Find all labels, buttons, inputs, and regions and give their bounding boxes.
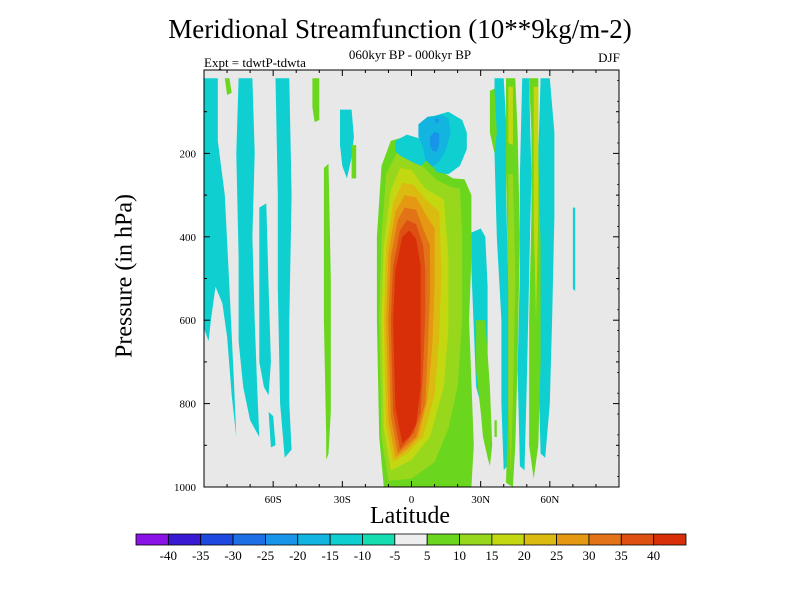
colorbar-label: 5 bbox=[424, 548, 431, 563]
contour-band-12 bbox=[275, 78, 292, 458]
contour-band-25 bbox=[312, 78, 320, 123]
contour-band-8 bbox=[204, 78, 237, 438]
colorbar-swatch bbox=[362, 533, 396, 546]
contour-band-33 bbox=[508, 174, 516, 475]
contour-band-28 bbox=[476, 320, 493, 467]
plot-area bbox=[204, 70, 619, 488]
colorbar-swatch bbox=[653, 533, 687, 546]
contour-band-10 bbox=[259, 203, 271, 396]
axes: 200 400 600 800 1000 60S 30S 0 30N 60N bbox=[174, 69, 620, 506]
colorbar-swatch bbox=[426, 533, 460, 546]
chart-subtitle: 060kyr BP - 000kyr BP bbox=[348, 47, 472, 62]
y-tick-label: 1000 bbox=[174, 482, 197, 494]
contour-band-7 bbox=[393, 230, 421, 444]
colorbar-swatch bbox=[167, 533, 202, 546]
contour-band-13 bbox=[340, 109, 354, 179]
colorbar-swatch bbox=[200, 533, 234, 546]
contour-band-34 bbox=[508, 86, 513, 146]
colorbar-label: 20 bbox=[518, 548, 531, 563]
x-axis-label: Latitude bbox=[370, 503, 450, 529]
contour-band-11 bbox=[268, 411, 276, 448]
colorbar: -40 -35 -30 -25 -20 -15 -10 -5 5 10 15 20 25 30 35 40 bbox=[135, 533, 687, 563]
contour-band-27 bbox=[351, 145, 357, 179]
colorbar-label: 25 bbox=[550, 548, 563, 563]
colorbar-swatch bbox=[394, 533, 428, 546]
colorbar-label: -5 bbox=[389, 548, 400, 563]
colorbar-swatch bbox=[556, 533, 590, 546]
colorbar-swatch bbox=[588, 533, 622, 546]
y-tick-label: 800 bbox=[180, 399, 197, 411]
contour-band-26 bbox=[323, 163, 331, 460]
colorbar-swatch bbox=[620, 533, 655, 546]
contour-band-19 bbox=[538, 78, 555, 458]
y-tick-label: 200 bbox=[180, 148, 197, 160]
contour-band-35 bbox=[533, 86, 539, 321]
colorbar-label: -20 bbox=[289, 548, 306, 563]
contour-band-20 bbox=[572, 207, 576, 291]
colorbar-swatch bbox=[297, 533, 331, 546]
experiment-label: Expt = tdwtP-tdwta bbox=[204, 55, 306, 70]
colorbar-swatch bbox=[135, 533, 169, 546]
contour-band-29 bbox=[489, 88, 497, 154]
x-tick-label: 60S bbox=[265, 494, 282, 506]
colorbar-label: 30 bbox=[582, 548, 595, 563]
colorbar-swatch bbox=[329, 533, 363, 546]
colorbar-swatch bbox=[459, 533, 493, 546]
colorbar-label: -25 bbox=[257, 548, 274, 563]
colorbar-swatch bbox=[232, 533, 266, 546]
x-tick-label: 30N bbox=[471, 494, 490, 506]
x-tick-label: 60N bbox=[540, 494, 559, 506]
colorbar-label: 35 bbox=[615, 548, 628, 563]
colorbar-label: 15 bbox=[485, 548, 498, 563]
colorbar-label: -40 bbox=[160, 548, 177, 563]
contour-band-22 bbox=[429, 131, 440, 152]
contour-band-18 bbox=[517, 78, 532, 471]
y-tick-label: 400 bbox=[180, 232, 197, 244]
x-tick-label: 0 bbox=[409, 494, 415, 506]
contour-band-17 bbox=[494, 78, 511, 471]
colorbar-label: -30 bbox=[224, 548, 241, 563]
contour-band-30 bbox=[494, 420, 497, 437]
colorbar-label: -15 bbox=[321, 548, 338, 563]
y-tick-label: 600 bbox=[180, 315, 197, 327]
colorbar-swatch bbox=[491, 533, 525, 546]
colorbar-swatch bbox=[265, 533, 299, 546]
contour-band-23 bbox=[434, 118, 440, 125]
colorbar-label: 40 bbox=[647, 548, 660, 563]
contour-band-9 bbox=[236, 78, 260, 438]
colorbar-label: -35 bbox=[192, 548, 209, 563]
colorbar-label: -10 bbox=[354, 548, 371, 563]
contour-band-24 bbox=[224, 78, 232, 95]
chart-title: Meridional Streamfunction (10**9kg/m-2) bbox=[168, 14, 632, 44]
x-tick-label: 30S bbox=[334, 494, 351, 506]
season-label: DJF bbox=[598, 50, 620, 65]
colorbar-label: 10 bbox=[453, 548, 466, 563]
colorbar-swatch bbox=[523, 533, 557, 546]
